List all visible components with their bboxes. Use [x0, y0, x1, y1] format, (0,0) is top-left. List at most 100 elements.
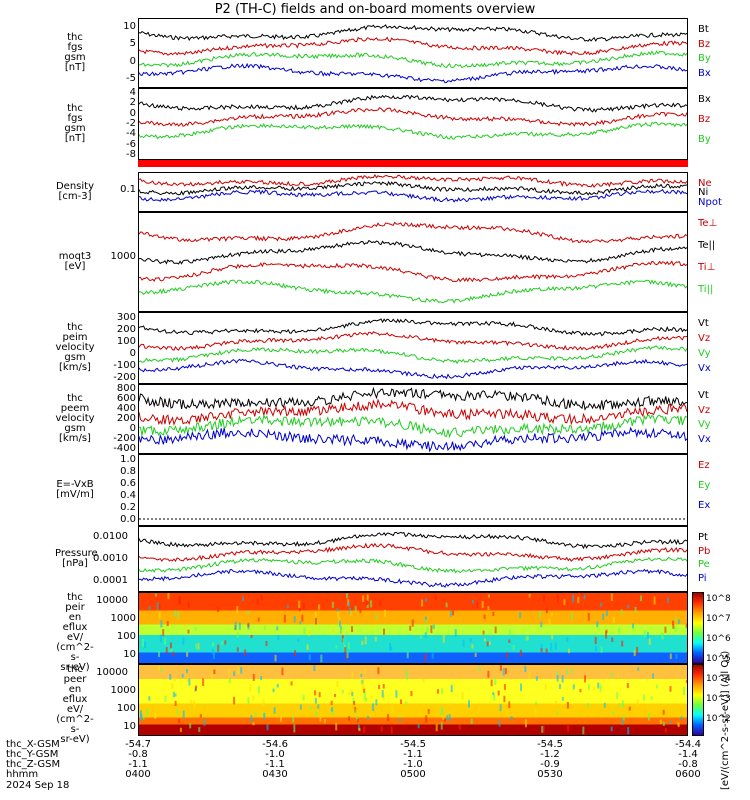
- spectro-pixel: [280, 715, 283, 722]
- spectro-pixel: [303, 627, 306, 635]
- spectro-pixel: [194, 685, 197, 691]
- spectro-pixel: [252, 673, 255, 681]
- spectro-pixel: [233, 671, 236, 677]
- spectro-pixel: [594, 646, 597, 653]
- spectro-pixel: [471, 599, 474, 604]
- spectro-pixel: [250, 714, 253, 723]
- spectro-pixel: [370, 695, 373, 700]
- spectro-pixel: [361, 679, 364, 685]
- ylabel-peer: thc peer en eflux eV/(cm^2-s-sr-eV): [55, 665, 95, 745]
- spectro-pixel: [421, 599, 424, 607]
- plot-temp: [139, 221, 687, 304]
- spectro-pixel: [363, 691, 366, 700]
- spectro-pixel: [621, 700, 624, 709]
- spectro-pixel: [241, 596, 244, 602]
- spectro-pixel: [487, 594, 490, 598]
- spectro-pixel: [234, 621, 237, 630]
- spectro-pixel: [263, 712, 266, 720]
- spectro-pixel: [246, 610, 249, 615]
- legend-pt: Pt: [698, 532, 708, 543]
- legend-bt: Bt: [698, 24, 709, 35]
- ylabel-line: en: [68, 684, 82, 695]
- spectro-pixel: [217, 607, 220, 613]
- spectro-pixel: [264, 625, 267, 630]
- ytick: 100: [116, 336, 136, 347]
- spectro-pixel: [154, 713, 157, 719]
- legend-pe: Pe: [698, 559, 710, 570]
- spectro-pixel: [382, 684, 385, 689]
- spectro-pixel: [293, 724, 296, 733]
- spectro-pixel: [148, 606, 151, 610]
- ytick: 0.6: [120, 478, 136, 489]
- ylabel-line: peem: [60, 403, 90, 414]
- ytick: -6: [126, 138, 136, 150]
- spectro-pixel: [425, 598, 428, 602]
- spectro-pixel: [610, 672, 613, 678]
- spectro-pixel: [182, 637, 185, 645]
- spectro-pixel: [646, 632, 649, 639]
- spectro-pixel: [203, 719, 206, 726]
- spectro-pixel: [454, 629, 457, 637]
- legend-vz: Vz: [698, 404, 711, 416]
- spectro-pixel: [424, 653, 427, 662]
- spectro-pixel: [627, 727, 630, 735]
- spectro-pixel: [616, 673, 619, 678]
- spectro-pixel: [664, 727, 667, 733]
- series-vz: [139, 398, 687, 426]
- page-title: P2 (TH-C) fields and on-board moments ov…: [214, 2, 536, 17]
- spectro-pixel: [587, 613, 590, 621]
- legend-bz: Bz: [698, 38, 711, 50]
- spectro-pixel: [139, 710, 142, 718]
- spectro-pixel: [173, 677, 176, 682]
- xaxis-tick: -0.9: [540, 759, 560, 770]
- ylabel-line: thc: [67, 322, 83, 333]
- spectro-pixel: [487, 670, 490, 678]
- spectro-pixel: [336, 608, 339, 612]
- spectro-pixel: [450, 684, 453, 693]
- spectro-pixel: [633, 650, 636, 657]
- spectro-pixel: [621, 640, 624, 647]
- spectro-pixel: [542, 725, 545, 733]
- spectro-pixel: [561, 697, 564, 701]
- xaxis-tick: -1.2: [540, 749, 560, 760]
- spectro-pixel: [424, 616, 427, 621]
- spectro-pixel: [440, 721, 443, 730]
- spectro-band: [139, 624, 687, 636]
- spectro-pixel: [669, 686, 672, 692]
- spectro-pixel: [391, 704, 394, 712]
- spectro-pixel: [584, 675, 587, 683]
- xaxis-tick: 0500: [400, 769, 426, 780]
- ytick: 0.0010: [93, 553, 128, 564]
- spectro-pixel: [292, 715, 295, 723]
- colorbar-unit: [eV/(cm^2-s-sr-eV)] (All Qs): [720, 650, 731, 790]
- spectro-pixel: [612, 710, 615, 715]
- spectro-pixel: [281, 667, 284, 676]
- ylabel-line: [nT]: [64, 133, 86, 144]
- spectro-pixel: [570, 668, 573, 675]
- spectro-pixel: [556, 594, 559, 603]
- spectro-pixel: [540, 621, 543, 628]
- spectro-pixel: [306, 644, 309, 650]
- spectro-pixel: [621, 719, 624, 725]
- spectro-pixel: [563, 599, 566, 606]
- spectro-pixel: [556, 711, 559, 715]
- xaxis-tick: -0.8: [678, 759, 698, 770]
- spectro-pixel: [582, 726, 585, 735]
- series-bz: [139, 36, 687, 56]
- colorbar-tick: 10^5: [706, 654, 731, 664]
- series-vt: [139, 318, 687, 337]
- spectro-pixel: [384, 609, 387, 617]
- spectro-pixel: [494, 677, 497, 686]
- spectro-pixel: [252, 695, 255, 701]
- spectro-pixel: [358, 727, 361, 732]
- spectro-pixel: [545, 648, 548, 654]
- spectro-pixel: [179, 727, 182, 733]
- spectro-pixel: [354, 709, 357, 714]
- spectro-pixel: [178, 595, 181, 604]
- panel-peim: [138, 312, 688, 384]
- colorbar-tick: 10^3: [706, 694, 731, 704]
- spectro-pixel: [443, 718, 446, 722]
- ylabel-line: [km/s]: [59, 433, 91, 444]
- ylabel-line: [nT]: [64, 62, 86, 73]
- xaxis-row-label: hhmm: [6, 769, 39, 780]
